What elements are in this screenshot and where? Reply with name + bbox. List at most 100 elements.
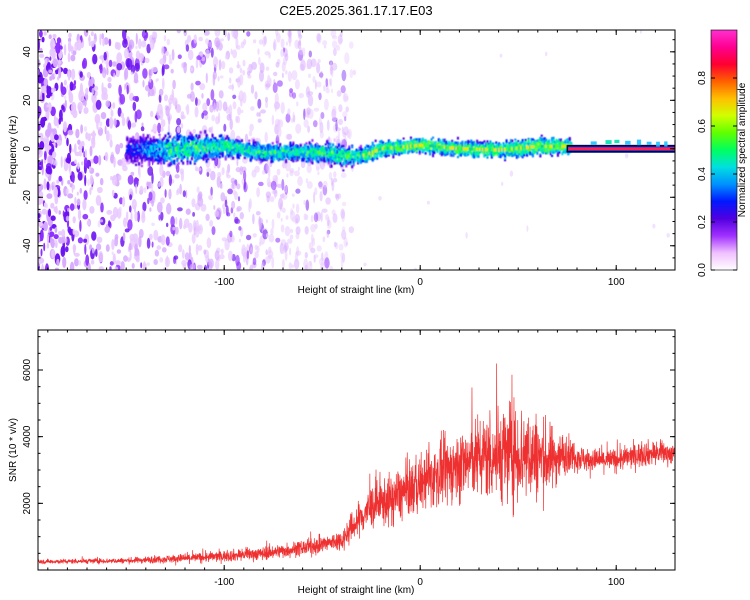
band-cell xyxy=(226,141,229,144)
noise-blob xyxy=(86,220,91,226)
band-cell xyxy=(442,138,445,142)
band-cell xyxy=(277,150,280,154)
band-core-cell xyxy=(379,148,382,151)
band-cell xyxy=(267,156,270,160)
noise-blob xyxy=(163,94,169,102)
band-cell xyxy=(458,153,461,157)
band-cell xyxy=(207,143,210,148)
band-cell xyxy=(462,150,465,153)
band-cell xyxy=(220,138,223,141)
noise-blob xyxy=(56,37,62,44)
band-cell xyxy=(304,152,307,155)
band-cell xyxy=(233,140,236,144)
band-cell xyxy=(446,147,449,152)
noise-blob xyxy=(56,179,60,184)
noise-blob xyxy=(113,118,117,127)
noise-blob xyxy=(325,78,329,87)
band-cell xyxy=(174,140,177,143)
band-cell xyxy=(270,153,273,156)
band-cell xyxy=(140,165,143,168)
noise-blob xyxy=(39,229,44,242)
band-cell xyxy=(138,148,141,151)
noise-blob xyxy=(85,254,90,266)
noise-blob xyxy=(231,180,235,189)
band-cell xyxy=(327,148,330,152)
band-cell xyxy=(367,154,370,158)
band-cell xyxy=(149,147,152,152)
noise-blob xyxy=(267,74,271,87)
band-cell xyxy=(330,158,333,161)
band-cell xyxy=(333,162,336,165)
band-cell xyxy=(285,153,288,157)
band-cell xyxy=(339,155,342,158)
noise-blob xyxy=(183,30,188,37)
noise-blob xyxy=(324,257,330,269)
noise-blob xyxy=(46,193,53,199)
noise-blob xyxy=(318,182,324,190)
noise-blob xyxy=(248,200,252,208)
band-cell xyxy=(132,148,135,151)
noise-blob xyxy=(102,38,105,47)
band-cell xyxy=(164,144,167,148)
noise-blob xyxy=(168,54,172,59)
band-cell xyxy=(187,153,190,157)
band-cell xyxy=(337,143,340,147)
band-core-cell xyxy=(445,146,448,149)
band-cell xyxy=(323,154,326,158)
band-cell xyxy=(164,158,167,162)
noise-blob xyxy=(114,41,119,50)
band-cell xyxy=(357,151,360,154)
noise-blob xyxy=(326,219,332,229)
noise-blob xyxy=(214,156,219,167)
band-core-cell xyxy=(439,145,442,149)
band-cell xyxy=(187,143,190,146)
noise-blob xyxy=(334,193,338,199)
band-cell xyxy=(186,157,189,160)
band-cell xyxy=(386,151,389,154)
noise-blob xyxy=(295,188,301,194)
band-core-cell xyxy=(443,145,446,149)
band-cell xyxy=(317,160,320,164)
band-cell xyxy=(248,146,251,150)
band-cell xyxy=(348,157,351,162)
band-cell xyxy=(193,160,196,163)
page-title: C2E5.2025.361.17.17.E03 xyxy=(279,3,432,18)
noise-blob xyxy=(232,101,237,110)
band-cell xyxy=(217,144,220,148)
noise-blob xyxy=(102,72,106,79)
noise-blob xyxy=(180,170,184,182)
noise-blob xyxy=(110,106,113,111)
band-cell xyxy=(207,137,210,141)
noise-blob xyxy=(307,260,313,270)
noise-blob xyxy=(38,39,41,51)
noise-blob xyxy=(180,115,186,120)
noise-blob xyxy=(97,220,101,228)
band-cell xyxy=(312,154,315,157)
band-cell xyxy=(126,156,129,161)
band-cell xyxy=(332,156,335,160)
band-core-cell xyxy=(399,145,402,149)
noise-blob xyxy=(52,43,56,47)
noise-blob xyxy=(38,260,41,267)
band-cell xyxy=(311,151,314,155)
noise-blob xyxy=(52,181,56,186)
noise-blob xyxy=(267,166,271,178)
noise-blob xyxy=(119,197,123,205)
band-cell xyxy=(454,144,457,148)
band-cell xyxy=(421,146,424,150)
noise-blob xyxy=(236,206,242,212)
band-cell xyxy=(429,151,432,156)
noise-blob xyxy=(134,211,138,222)
band-cell xyxy=(359,144,362,148)
band-cell xyxy=(202,156,205,161)
band-cell xyxy=(474,143,477,146)
noise-blob xyxy=(72,244,77,252)
noise-blob xyxy=(346,130,351,138)
noise-blob xyxy=(58,117,62,125)
noise-blob xyxy=(151,222,155,226)
band-cell xyxy=(355,148,358,152)
noise-blob xyxy=(230,129,236,142)
band-cell xyxy=(301,152,304,156)
band-cell xyxy=(198,135,201,139)
noise-blob xyxy=(191,233,196,244)
